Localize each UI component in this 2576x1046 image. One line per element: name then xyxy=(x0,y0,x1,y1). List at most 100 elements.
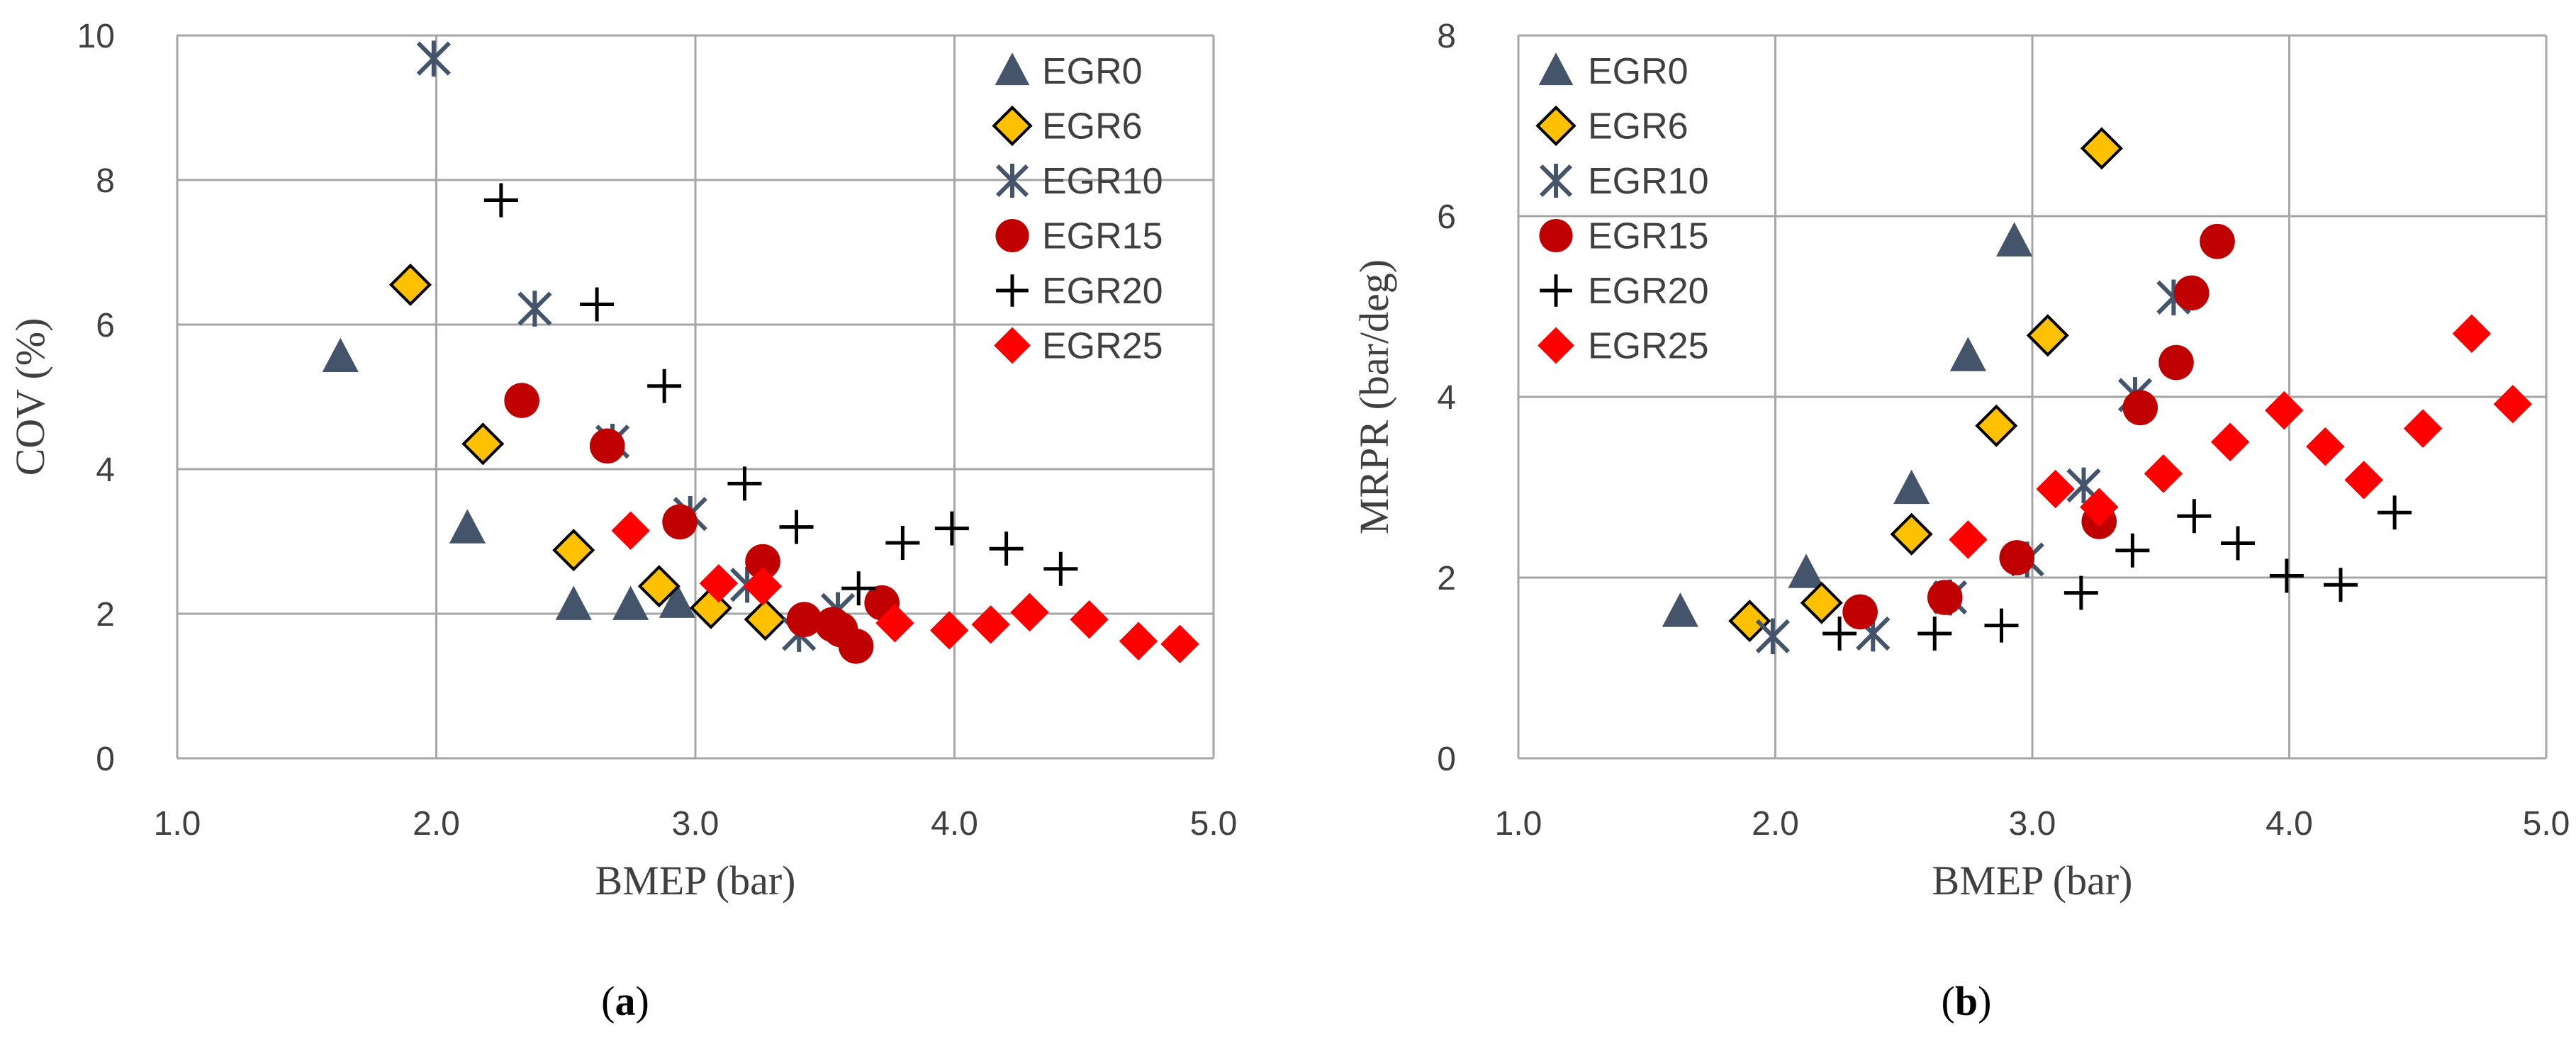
data-point-egr10 xyxy=(517,291,552,327)
legend-marker-egr0 xyxy=(995,52,1030,86)
data-point-egr0 xyxy=(322,337,359,373)
data-point-egr20 xyxy=(1917,617,1952,651)
data-point-egr25 xyxy=(1949,520,1988,559)
x-tick-label: 4.0 xyxy=(2266,805,2313,843)
data-point-egr6 xyxy=(388,263,432,306)
data-point-egr20 xyxy=(779,510,814,544)
y-tick-label: 4 xyxy=(96,451,115,489)
y-tick-label: 2 xyxy=(96,596,115,634)
chart-cov: 0 2 4 6 8 10 1.0 2.0 3.0 4.0 5.0 BMEP (bar) COV (%) E… xyxy=(7,18,1237,1024)
legend: EGR0 EGR6 EGR10 EGR15 EGR20 EGR25 xyxy=(1535,51,1709,367)
legend-label-egr15: EGR15 xyxy=(1588,216,1709,257)
data-point-egr6 xyxy=(1890,512,1933,556)
legend-label-egr10: EGR10 xyxy=(1588,161,1709,202)
x-tick-label: 3.0 xyxy=(2009,805,2056,843)
legend-marker-egr20 xyxy=(996,274,1029,307)
data-point-egr15 xyxy=(504,383,539,418)
series-egr20 xyxy=(483,183,1078,606)
data-point-egr25 xyxy=(1119,622,1158,660)
data-point-egr6 xyxy=(552,529,595,572)
series-egr0 xyxy=(1662,222,2033,627)
y-tick-label: 8 xyxy=(96,162,115,200)
data-point-egr20 xyxy=(580,287,615,322)
data-point-egr6 xyxy=(744,598,787,641)
data-point-egr15 xyxy=(838,629,874,664)
data-point-egr0 xyxy=(1788,553,1825,588)
data-point-egr20 xyxy=(885,526,920,561)
data-point-egr15 xyxy=(2122,390,2158,426)
y-tick-label: 8 xyxy=(1437,18,1456,55)
legend-marker-egr10 xyxy=(1539,163,1573,198)
data-point-egr20 xyxy=(2269,558,2304,593)
x-tick-label: 5.0 xyxy=(1190,805,1238,843)
figure-caption: (a) xyxy=(601,978,649,1024)
data-point-egr15 xyxy=(1999,540,2035,575)
data-point-egr25 xyxy=(2306,427,2345,466)
x-axis-title: BMEP (bar) xyxy=(1932,857,2133,904)
data-point-egr25 xyxy=(611,511,650,550)
data-point-egr6 xyxy=(1800,581,1843,624)
data-point-egr0 xyxy=(1662,592,1698,627)
data-point-egr25 xyxy=(1070,600,1109,639)
data-point-egr10 xyxy=(1755,618,1791,655)
data-point-egr15 xyxy=(662,504,698,540)
legend-label-egr6: EGR6 xyxy=(1042,106,1143,147)
data-point-egr6 xyxy=(689,586,732,629)
series-egr20 xyxy=(1822,495,2412,651)
data-point-egr25 xyxy=(2210,422,2250,461)
data-point-egr20 xyxy=(1984,608,2019,643)
data-point-egr0 xyxy=(449,509,486,544)
figure-caption: (b) xyxy=(1942,978,1992,1024)
data-point-egr15 xyxy=(589,428,625,464)
data-point-egr15 xyxy=(745,544,780,580)
data-point-egr20 xyxy=(989,532,1024,566)
data-point-egr25 xyxy=(2144,454,2183,493)
data-point-egr25 xyxy=(2036,469,2075,509)
data-point-egr15 xyxy=(786,602,822,637)
data-point-egr25 xyxy=(1010,592,1049,632)
data-point-egr0 xyxy=(659,583,696,618)
data-point-egr15 xyxy=(2200,223,2235,259)
data-point-egr25 xyxy=(2403,409,2443,448)
x-tick-label: 1.0 xyxy=(154,805,201,843)
y-tick-label: 6 xyxy=(96,307,115,344)
data-point-egr25 xyxy=(875,604,914,643)
legend-label-egr25: EGR25 xyxy=(1042,326,1163,367)
data-point-egr20 xyxy=(2115,533,2150,568)
data-point-egr25 xyxy=(2265,390,2304,430)
legend-marker-egr25 xyxy=(994,327,1031,364)
data-point-egr0 xyxy=(1996,222,2033,257)
y-tick-label: 6 xyxy=(1437,198,1456,236)
legend-label-egr25: EGR25 xyxy=(1588,326,1709,367)
data-point-egr0 xyxy=(1949,337,1986,371)
legend-marker-egr25 xyxy=(1538,327,1574,364)
x-tick-label: 3.0 xyxy=(672,805,719,843)
data-point-egr0 xyxy=(1893,469,1930,505)
caption-close-paren: ) xyxy=(636,978,649,1024)
data-point-egr15 xyxy=(1927,580,1963,615)
legend-label-egr20: EGR20 xyxy=(1588,271,1709,312)
data-point-egr6 xyxy=(637,565,681,608)
series-egr15 xyxy=(504,383,900,664)
caption-letter: b xyxy=(1955,978,1978,1024)
legend-marker-egr20 xyxy=(1540,274,1572,307)
data-point-egr25 xyxy=(699,563,739,603)
data-point-egr6 xyxy=(2026,314,2069,357)
x-axis-title: BMEP (bar) xyxy=(595,857,796,904)
x-tick-label: 2.0 xyxy=(1752,805,1799,843)
series-egr6 xyxy=(388,263,787,641)
x-tick-label: 5.0 xyxy=(2523,805,2570,843)
x-tick-label: 1.0 xyxy=(1495,805,1542,843)
data-point-egr20 xyxy=(1043,551,1078,586)
legend: EGR0 EGR6 EGR10 EGR15 EGR20 EGR25 xyxy=(992,51,1163,367)
data-point-egr25 xyxy=(743,567,783,606)
data-point-egr20 xyxy=(2221,526,2255,561)
data-point-egr0 xyxy=(555,585,592,620)
data-point-egr6 xyxy=(1728,600,1771,643)
data-point-egr25 xyxy=(2080,488,2119,527)
series-egr0 xyxy=(322,337,696,620)
data-point-egr10 xyxy=(416,40,451,77)
legend-marker-egr0 xyxy=(1538,52,1574,86)
legend-marker-egr6 xyxy=(1535,105,1577,147)
series-egr25 xyxy=(611,511,1199,664)
